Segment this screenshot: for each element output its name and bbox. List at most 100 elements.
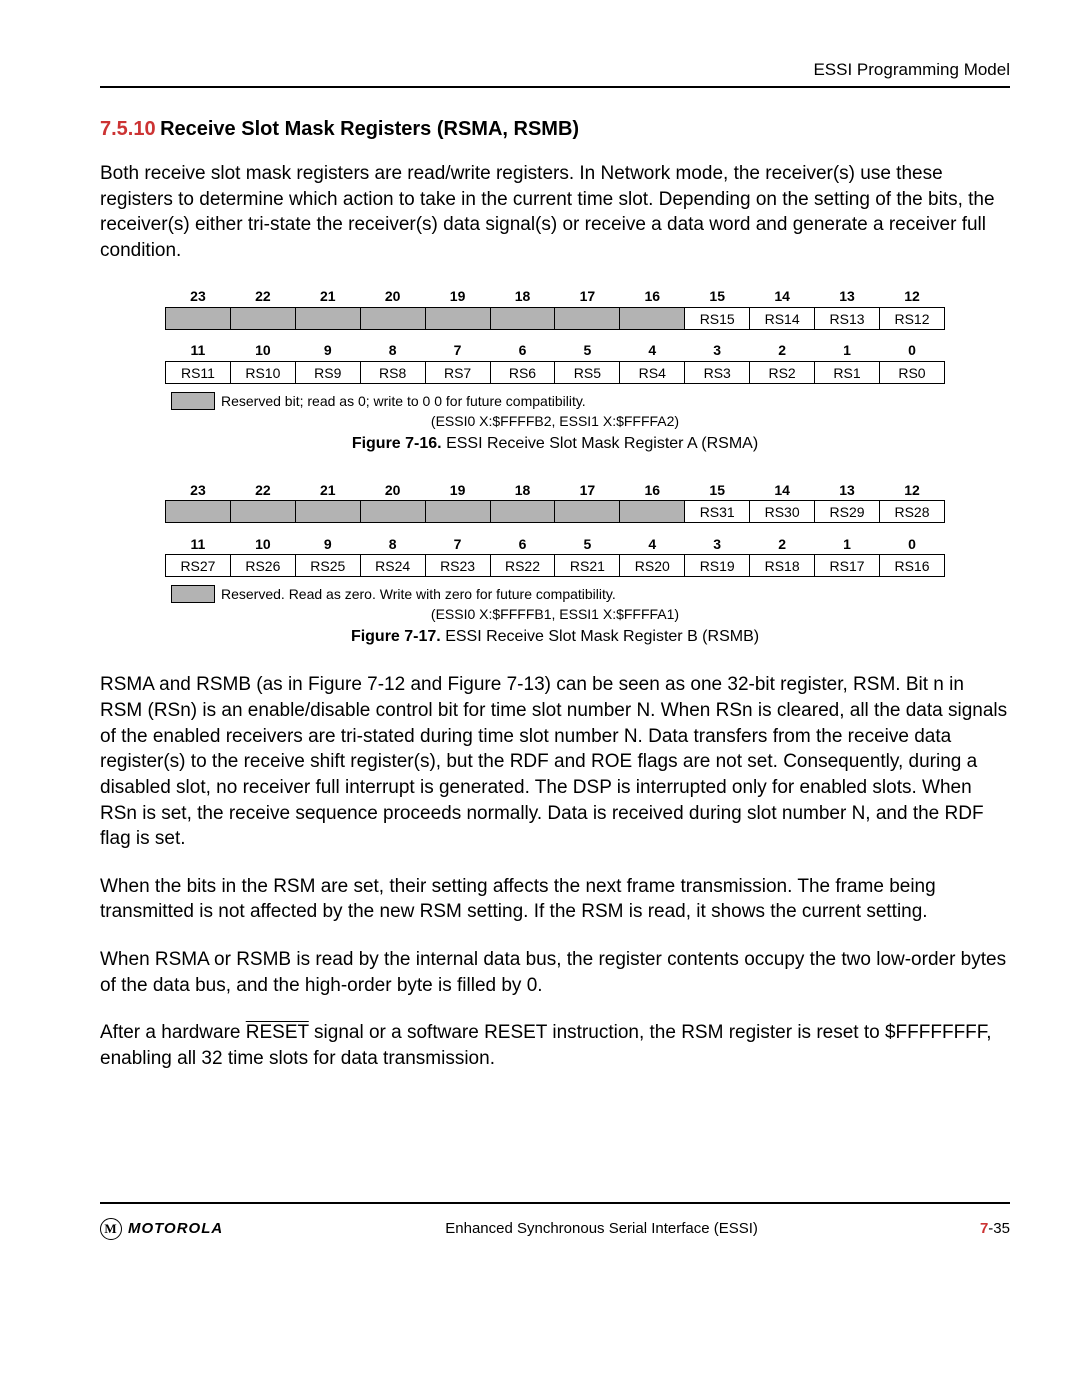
figure-ref-7-12[interactable]: Figure 7-12 [308,674,405,695]
bit-cell: RS7 [425,362,490,384]
bit-cell: RS28 [879,501,944,523]
bit-cell: RS16 [879,555,944,577]
bit-cell: RS25 [295,555,360,577]
bit-cell: RS1 [815,362,880,384]
bit-number: 1 [815,533,880,555]
rsmb-caption-rest: ESSI Receive Slot Mask Register B (RSMB) [441,628,759,645]
rsma-caption: Figure 7-16. ESSI Receive Slot Mask Regi… [100,435,1010,453]
bit-cell [360,308,425,330]
rsmb-caption-bold: Figure 7-17. [351,628,441,645]
bit-number: 20 [360,479,425,501]
bit-cell: RS18 [750,555,815,577]
bit-number: 12 [879,286,944,308]
bit-number: 4 [620,340,685,362]
bit-cell: RS11 [166,362,231,384]
bit-cell [166,501,231,523]
bit-cell: RS6 [490,362,555,384]
bit-number: 12 [879,479,944,501]
bit-cell: RS22 [490,555,555,577]
bit-number: 21 [295,286,360,308]
bit-cell: RS2 [750,362,815,384]
bit-cell: RS20 [620,555,685,577]
bit-number: 18 [490,479,555,501]
bit-number: 1 [815,340,880,362]
rsma-caption-rest: ESSI Receive Slot Mask Register A (RSMA) [442,435,759,452]
rsma-caption-bold: Figure 7-16. [352,435,442,452]
bit-cell [230,501,295,523]
bit-number: 9 [295,340,360,362]
section-number: 7.5.10 [100,118,156,140]
bit-number: 6 [490,340,555,362]
bit-number: 19 [425,479,490,501]
bit-cell: RS24 [360,555,425,577]
bit-cell: RS19 [685,555,750,577]
paragraph-3: When the bits in the RSM are set, their … [100,874,1010,925]
bit-cell [295,308,360,330]
bit-cell: RS30 [750,501,815,523]
bit-cell: RS26 [230,555,295,577]
reserved-swatch [171,392,215,410]
bit-number: 14 [750,479,815,501]
bit-cell [425,308,490,330]
bit-number: 13 [815,479,880,501]
bit-cell: RS17 [815,555,880,577]
bit-number: 15 [685,479,750,501]
register-figure-b: 232221201918171615141312RS31RS30RS29RS28… [100,479,1010,646]
bit-number: 14 [750,286,815,308]
motorola-logo: M MOTOROLA [100,1218,223,1240]
page-footer: M MOTOROLA Enhanced Synchronous Serial I… [100,1202,1010,1240]
section-title: Receive Slot Mask Registers (RSMA, RSMB) [160,118,579,140]
bit-number: 3 [685,340,750,362]
rsma-legend: Reserved bit; read as 0; write to 0 0 fo… [165,392,945,411]
rsmb-caption: Figure 7-17. ESSI Receive Slot Mask Regi… [100,628,1010,646]
bit-number: 13 [815,286,880,308]
bit-cell [230,308,295,330]
reset-signal: RESET [246,1022,309,1043]
intro-paragraph: Both receive slot mask registers are rea… [100,161,1010,264]
rsma-address: (ESSI0 X:$FFFFB2, ESSI1 X:$FFFFA2) [100,413,1010,429]
bit-cell: RS23 [425,555,490,577]
bit-number: 8 [360,533,425,555]
bit-number: 23 [166,479,231,501]
page-number: 7-35 [980,1220,1010,1237]
bit-cell [620,501,685,523]
bit-number: 21 [295,479,360,501]
bit-number: 18 [490,286,555,308]
bit-number: 7 [425,533,490,555]
bit-number: 2 [750,340,815,362]
rsmb-legend: Reserved. Read as zero. Write with zero … [165,585,945,604]
bit-cell: RS15 [685,308,750,330]
bit-cell [490,501,555,523]
figure-ref-7-13[interactable]: Figure 7-13 [447,674,544,695]
bit-number: 7 [425,340,490,362]
bit-number: 2 [750,533,815,555]
bit-cell: RS12 [879,308,944,330]
bit-cell: RS4 [620,362,685,384]
bit-number: 10 [230,340,295,362]
paragraph-5: After a hardware RESET signal or a softw… [100,1020,1010,1071]
bit-number: 23 [166,286,231,308]
rsma-table: 232221201918171615141312RS15RS14RS13RS12… [165,286,945,385]
rsmb-legend-text: Reserved. Read as zero. Write with zero … [221,585,616,604]
bit-cell: RS14 [750,308,815,330]
bit-cell: RS31 [685,501,750,523]
bit-cell: RS13 [815,308,880,330]
bit-cell [166,308,231,330]
bit-number: 19 [425,286,490,308]
bit-number: 15 [685,286,750,308]
paragraph-4: When RSMA or RSMB is read by the interna… [100,947,1010,998]
bit-number: 11 [166,340,231,362]
bit-number: 0 [879,340,944,362]
bit-number: 4 [620,533,685,555]
bit-number: 6 [490,533,555,555]
motorola-wordmark: MOTOROLA [128,1220,223,1237]
bit-cell: RS0 [879,362,944,384]
bit-cell: RS9 [295,362,360,384]
bit-cell: RS27 [166,555,231,577]
bit-cell: RS21 [555,555,620,577]
bit-cell [295,501,360,523]
bit-number: 11 [166,533,231,555]
bit-number: 5 [555,533,620,555]
register-figure-a: 232221201918171615141312RS15RS14RS13RS12… [100,286,1010,453]
section-heading: 7.5.10 Receive Slot Mask Registers (RSMA… [100,118,1010,141]
